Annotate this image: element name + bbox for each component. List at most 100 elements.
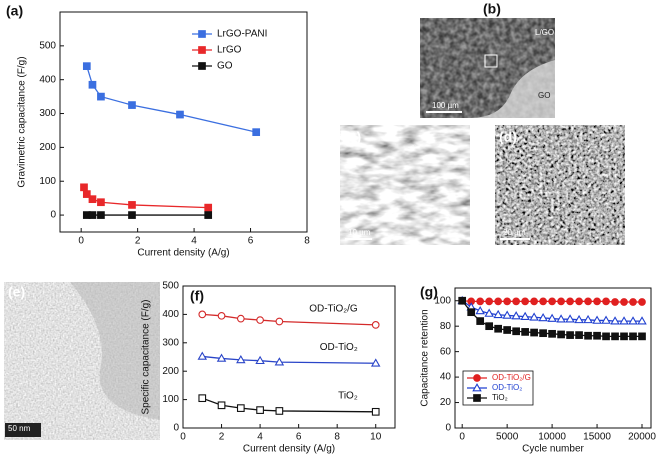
y-axis-label: Gravimetric capacitance (F/g) xyxy=(17,56,28,187)
x-axis-label: Cycle number xyxy=(522,444,584,455)
panel-label: (c) xyxy=(344,129,361,145)
axes-frame xyxy=(182,285,396,429)
marker xyxy=(204,203,213,212)
marker xyxy=(252,128,261,137)
marker xyxy=(467,308,476,317)
micrograph-d: 20 µm (d) xyxy=(495,125,625,245)
marker xyxy=(236,354,246,364)
x-tick-label: 10 xyxy=(370,432,382,443)
marker xyxy=(521,297,529,306)
marker xyxy=(458,296,467,305)
marker xyxy=(216,353,227,362)
x-tick-label: 0 xyxy=(78,236,84,247)
y-tick-label: 400 xyxy=(39,74,56,85)
y-tick-label: 100 xyxy=(434,295,451,306)
x-axis-label: Current density (A/g) xyxy=(137,248,229,259)
marker xyxy=(274,357,285,366)
x-tick-label: 5000 xyxy=(496,432,519,443)
marker xyxy=(217,311,226,320)
x-tick-label: 6 xyxy=(296,432,302,443)
marker xyxy=(371,321,380,329)
scale-bar-label: 20 µm xyxy=(503,228,526,237)
marker xyxy=(521,328,529,336)
micrograph-c: 10 µm (c) xyxy=(340,125,470,245)
marker xyxy=(88,195,97,204)
marker xyxy=(575,297,583,306)
y-tick-label: 0 xyxy=(50,210,56,221)
marker xyxy=(638,298,646,306)
panel-label: (g) xyxy=(420,284,438,300)
marker xyxy=(80,183,88,192)
marker xyxy=(557,297,565,306)
marker xyxy=(494,324,503,333)
image-annotation: GO xyxy=(538,91,550,100)
marker xyxy=(176,110,184,119)
panel-label: (a) xyxy=(6,3,23,19)
marker xyxy=(637,316,647,325)
marker xyxy=(619,316,629,325)
inset-box xyxy=(484,54,498,68)
x-tick-label: 10000 xyxy=(538,432,566,443)
marker xyxy=(593,331,601,340)
marker xyxy=(128,201,136,209)
marker xyxy=(503,297,511,306)
marker xyxy=(539,297,547,306)
series-line xyxy=(202,355,376,364)
scale-bar-label: 50 nm xyxy=(8,424,31,433)
marker xyxy=(556,314,566,323)
micrograph-b: L/GO GO 100 µm (b) xyxy=(420,1,555,118)
marker xyxy=(557,330,565,339)
marker xyxy=(475,306,485,315)
marker xyxy=(473,394,481,402)
y-tick-label: 400 xyxy=(162,309,179,320)
marker xyxy=(620,332,628,341)
marker xyxy=(601,315,611,324)
x-tick-label: 20000 xyxy=(628,432,656,443)
marker xyxy=(575,331,583,339)
marker xyxy=(472,383,482,392)
x-axis-label: Current density (A/g) xyxy=(243,444,335,455)
marker xyxy=(548,297,556,306)
y-tick-label: 200 xyxy=(39,142,56,153)
marker xyxy=(198,62,206,70)
marker xyxy=(520,311,530,320)
marker xyxy=(629,332,637,341)
marker xyxy=(593,297,601,306)
legend-label: OD-TiO₂/G xyxy=(492,373,531,382)
x-tick-label: 8 xyxy=(304,236,310,247)
y-axis-label: Capacitance retention xyxy=(420,309,431,406)
marker xyxy=(511,311,521,320)
marker xyxy=(628,316,638,325)
marker xyxy=(565,314,575,323)
y-tick-label: 0 xyxy=(445,423,451,434)
x-tick-label: 2 xyxy=(135,236,141,247)
y-tick-label: 500 xyxy=(39,40,56,51)
marker xyxy=(256,406,264,414)
marker xyxy=(476,317,485,325)
series-line xyxy=(202,313,376,326)
series-line xyxy=(86,65,257,133)
y-tick-label: 100 xyxy=(162,394,179,405)
marker xyxy=(602,297,610,306)
marker xyxy=(484,308,494,317)
marker xyxy=(371,407,380,416)
axes-frame xyxy=(59,11,308,233)
x-tick-label: 0 xyxy=(459,432,465,443)
marker xyxy=(82,190,91,198)
image-annotation: L/GO xyxy=(535,28,554,37)
y-axis-label: Specific capacitance (F/g) xyxy=(141,299,152,414)
y-tick-label: 20 xyxy=(440,397,452,408)
x-tick-label: 0 xyxy=(180,432,186,443)
marker xyxy=(538,313,548,322)
x-tick-label: 6 xyxy=(248,236,254,247)
legend-label: TiO₂ xyxy=(492,393,508,402)
marker xyxy=(502,310,512,319)
axes-frame xyxy=(454,287,652,429)
x-tick-label: 15000 xyxy=(583,432,611,443)
y-tick-label: 300 xyxy=(39,108,56,119)
x-tick-label: 4 xyxy=(191,236,197,247)
x-tick-label: 4 xyxy=(257,432,263,443)
y-tick-label: 500 xyxy=(162,281,179,292)
y-tick-label: 80 xyxy=(440,321,452,332)
